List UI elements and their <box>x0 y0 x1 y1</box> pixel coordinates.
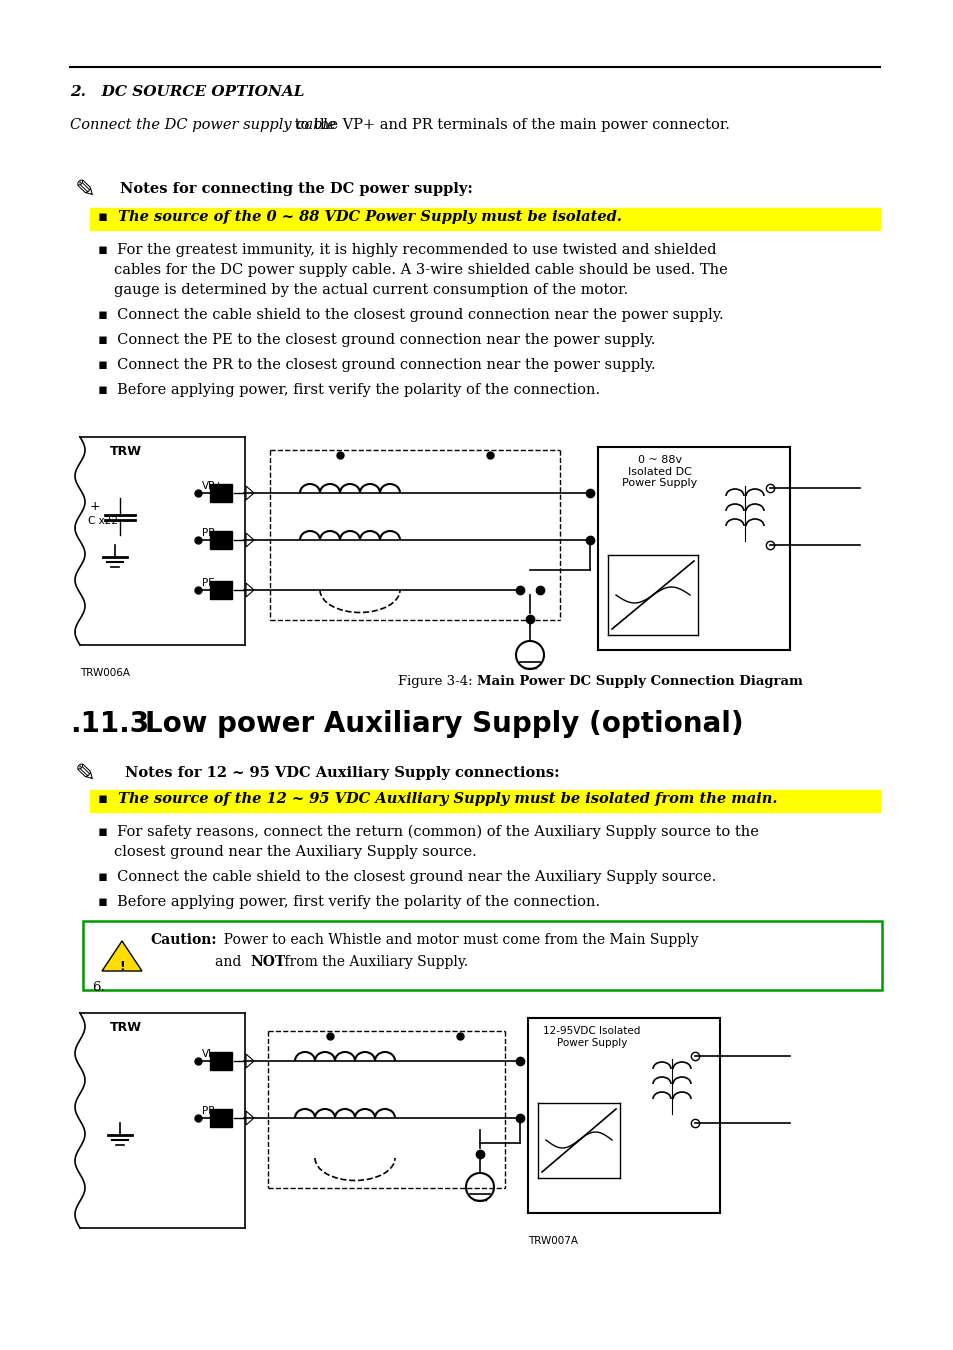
Text: ▪  For safety reasons, connect the return (common) of the Auxiliary Supply sourc: ▪ For safety reasons, connect the return… <box>98 825 758 840</box>
Text: +: + <box>90 501 100 513</box>
Text: ▪  Before applying power, first verify the polarity of the connection.: ▪ Before applying power, first verify th… <box>98 895 599 909</box>
Polygon shape <box>246 1054 253 1068</box>
Polygon shape <box>246 533 253 547</box>
Text: !: ! <box>119 960 125 972</box>
Text: ✎: ✎ <box>75 761 96 786</box>
Text: ▪  Connect the PE to the closest ground connection near the power supply.: ▪ Connect the PE to the closest ground c… <box>98 333 655 347</box>
Text: Figure 3-4:: Figure 3-4: <box>397 675 476 688</box>
Text: Power to each Whistle and motor must come from the Main Supply: Power to each Whistle and motor must com… <box>214 933 698 946</box>
Text: ▪  Connect the cable shield to the closest ground connection near the power supp: ▪ Connect the cable shield to the closes… <box>98 308 723 323</box>
Text: TRW: TRW <box>110 1021 142 1034</box>
Text: Notes for 12 ~ 95 VDC Auxiliary Supply connections:: Notes for 12 ~ 95 VDC Auxiliary Supply c… <box>125 765 559 780</box>
Text: 0 ~ 88v
Isolated DC
Power Supply: 0 ~ 88v Isolated DC Power Supply <box>621 455 697 489</box>
Bar <box>210 485 232 502</box>
Polygon shape <box>102 941 142 971</box>
Text: ▪  For the greatest immunity, it is highly recommended to use twisted and shield: ▪ For the greatest immunity, it is highl… <box>98 243 716 256</box>
Text: ▪  Connect the PR to the closest ground connection near the power supply.: ▪ Connect the PR to the closest ground c… <box>98 358 655 373</box>
Text: ▪  The source of the 12 ~ 95 VDC Auxiliary Supply must be isolated from the main: ▪ The source of the 12 ~ 95 VDC Auxiliar… <box>98 792 777 806</box>
Bar <box>90 790 879 811</box>
Text: TRW007A: TRW007A <box>527 1237 578 1246</box>
Text: TRW006A: TRW006A <box>80 668 130 678</box>
Bar <box>210 1052 232 1071</box>
FancyBboxPatch shape <box>83 921 882 990</box>
Bar <box>90 208 879 230</box>
Text: TRW: TRW <box>110 446 142 458</box>
Text: PR: PR <box>202 528 215 539</box>
Text: PE: PE <box>202 578 214 589</box>
Text: from the Auxiliary Supply.: from the Auxiliary Supply. <box>280 954 468 969</box>
Text: PR: PR <box>202 1106 215 1116</box>
Text: C x22: C x22 <box>88 516 118 526</box>
Text: 2.   DC SOURCE OPTIONAL: 2. DC SOURCE OPTIONAL <box>70 85 304 99</box>
Text: cables for the DC power supply cable. A 3-wire shielded cable should be used. Th: cables for the DC power supply cable. A … <box>113 263 727 277</box>
Text: closest ground near the Auxiliary Supply source.: closest ground near the Auxiliary Supply… <box>113 845 476 859</box>
Bar <box>210 580 232 599</box>
Polygon shape <box>246 1111 253 1125</box>
Text: 6.: 6. <box>91 981 105 994</box>
Text: Caution:: Caution: <box>150 933 216 946</box>
Text: and: and <box>214 954 246 969</box>
Text: gauge is determined by the actual current consumption of the motor.: gauge is determined by the actual curren… <box>113 284 627 297</box>
Polygon shape <box>246 583 253 597</box>
Text: ▪  Before applying power, first verify the polarity of the connection.: ▪ Before applying power, first verify th… <box>98 383 599 397</box>
Text: Connect the DC power supply cable: Connect the DC power supply cable <box>70 117 335 132</box>
Text: .11.3: .11.3 <box>70 710 149 738</box>
Text: 12-95VDC Isolated
Power Supply: 12-95VDC Isolated Power Supply <box>543 1026 640 1048</box>
Text: to the VP+ and PR terminals of the main power connector.: to the VP+ and PR terminals of the main … <box>290 117 729 132</box>
Text: VP+: VP+ <box>202 481 224 491</box>
Text: ▪  Connect the cable shield to the closest ground near the Auxiliary Supply sour: ▪ Connect the cable shield to the closes… <box>98 869 716 884</box>
Text: Notes for connecting the DC power supply:: Notes for connecting the DC power supply… <box>120 182 473 196</box>
Bar <box>210 1108 232 1127</box>
Text: NOT: NOT <box>250 954 285 969</box>
Text: ✎: ✎ <box>75 178 96 202</box>
Text: VL: VL <box>202 1049 214 1058</box>
Text: Low power Auxiliary Supply (optional): Low power Auxiliary Supply (optional) <box>145 710 742 738</box>
Bar <box>210 531 232 549</box>
Polygon shape <box>246 486 253 500</box>
Text: ▪  The source of the 0 ~ 88 VDC Power Supply must be isolated.: ▪ The source of the 0 ~ 88 VDC Power Sup… <box>98 211 621 224</box>
Text: Main Power DC Supply Connection Diagram: Main Power DC Supply Connection Diagram <box>476 675 802 688</box>
